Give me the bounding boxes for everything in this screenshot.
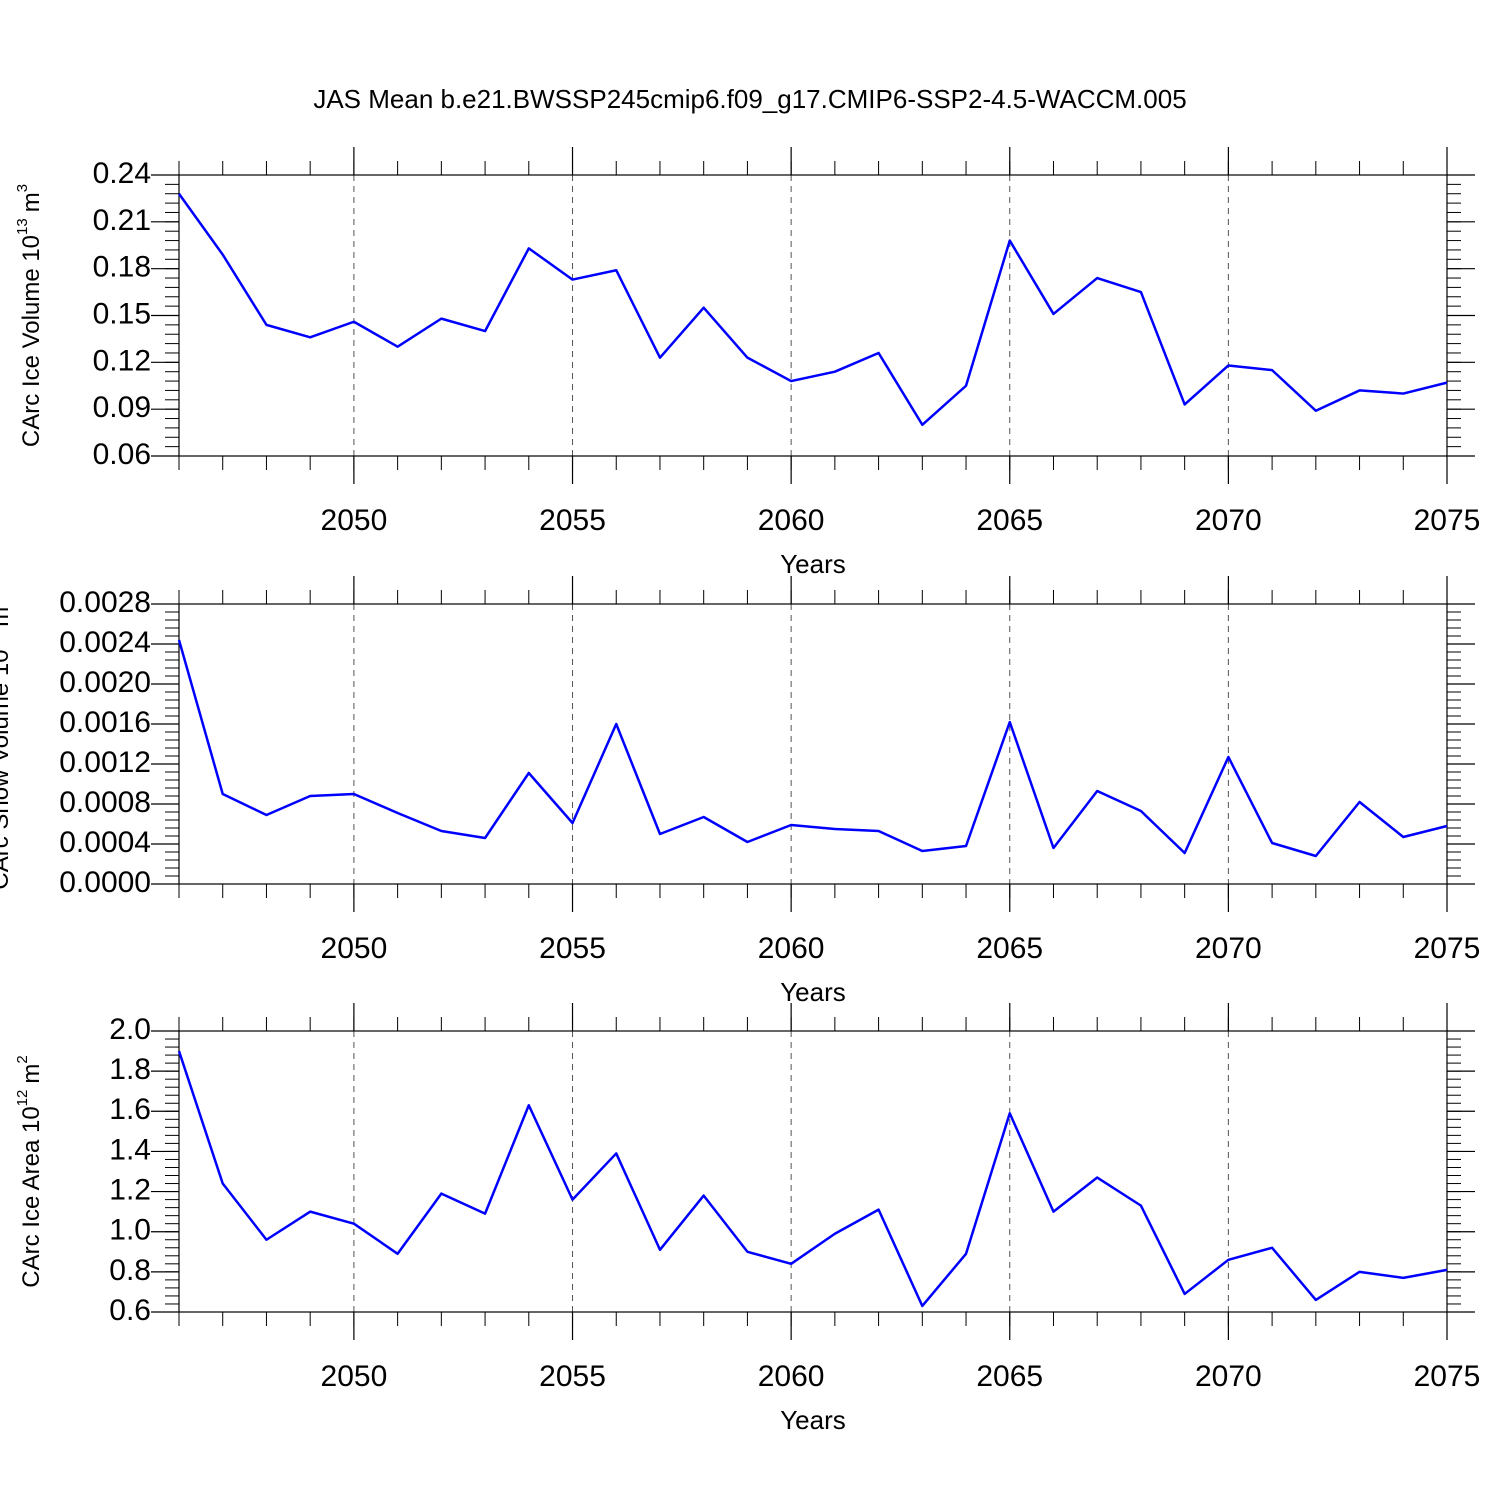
plot-frame [178,603,1448,885]
y-tick-label: 0.24 [93,157,151,190]
plot-frame [178,1030,1448,1313]
y-axis-label: CArc Ice Area 1012 m2 [14,1055,45,1287]
y-tick-label: 0.0020 [59,666,151,699]
plot-frame [178,174,1448,457]
y-tick-label: 0.18 [93,251,151,284]
y-label-unit: m [0,607,14,627]
x-tick-label: 2075 [1414,504,1481,537]
y-label-text: CArc Snow Volume 10 [0,649,14,889]
y-label-unit-exponent: 3 [14,184,31,192]
x-tick-label: 2050 [321,1360,388,1393]
y-tick-label: 0.0024 [59,626,151,659]
y-tick-label: 1.4 [109,1133,151,1166]
y-tick-label: 2.0 [109,1013,151,1046]
y-label-unit: m [18,192,45,212]
y-tick-label: 0.06 [93,438,151,471]
x-tick-label: 2070 [1195,504,1262,537]
y-tick-label: 0.15 [93,297,151,330]
y-tick-label: 0.0016 [59,706,151,739]
x-tick-label: 2070 [1195,932,1262,965]
y-tick-label: 0.0004 [59,826,151,859]
x-tick-label: 2075 [1414,1360,1481,1393]
y-label-exponent: 12 [14,1090,31,1107]
y-tick-label: 0.0008 [59,786,151,819]
x-tick-label: 2075 [1414,932,1481,965]
y-label-text: CArc Ice Area 10 [18,1106,45,1287]
y-tick-label: 0.12 [93,344,151,377]
y-tick-label: 1.8 [109,1053,151,1086]
data-line [177,193,1448,427]
y-label-exponent: 13 [14,218,31,235]
x-axis-label: Years [780,1405,846,1435]
x-tick-label: 2050 [321,932,388,965]
y-axis-label: CArc Ice Volume 1013 m3 [14,184,45,447]
y-tick-label: 0.0028 [59,586,151,619]
x-tick-label: 2065 [976,932,1043,965]
y-tick-label: 0.09 [93,391,151,424]
x-tick-label: 2060 [758,504,825,537]
y-tick-label: 0.21 [93,204,151,237]
y-label-unit: m [18,1064,45,1084]
y-tick-label: 1.2 [109,1173,151,1206]
x-tick-label: 2055 [539,932,606,965]
x-tick-label: 2055 [539,1360,606,1393]
y-tick-label: 1.6 [109,1093,151,1126]
x-tick-label: 2065 [976,1360,1043,1393]
y-tick-label: 0.0012 [59,746,151,779]
data-line [177,639,1448,858]
data-line [177,1050,1448,1308]
y-tick-label: 0.8 [109,1254,151,1287]
x-tick-label: 2065 [976,504,1043,537]
y-axis-label: CArc Snow Volume 1013m3 [0,598,14,889]
y-tick-label: 0.6 [109,1294,151,1327]
x-tick-label: 2060 [758,1360,825,1393]
y-label-text: CArc Ice Volume 10 [18,235,45,447]
x-tick-label: 2060 [758,932,825,965]
y-tick-label: 0.0000 [59,866,151,899]
x-tick-label: 2055 [539,504,606,537]
y-tick-label: 1.0 [109,1214,151,1247]
x-tick-label: 2070 [1195,1360,1262,1393]
x-tick-label: 2050 [321,504,388,537]
figure-title: JAS Mean b.e21.BWSSP245cmip6.f09_g17.CMI… [313,84,1186,114]
y-label-unit-exponent: 2 [14,1055,31,1063]
x-axis-label: Years [780,977,846,1007]
x-axis-label: Years [780,549,846,579]
